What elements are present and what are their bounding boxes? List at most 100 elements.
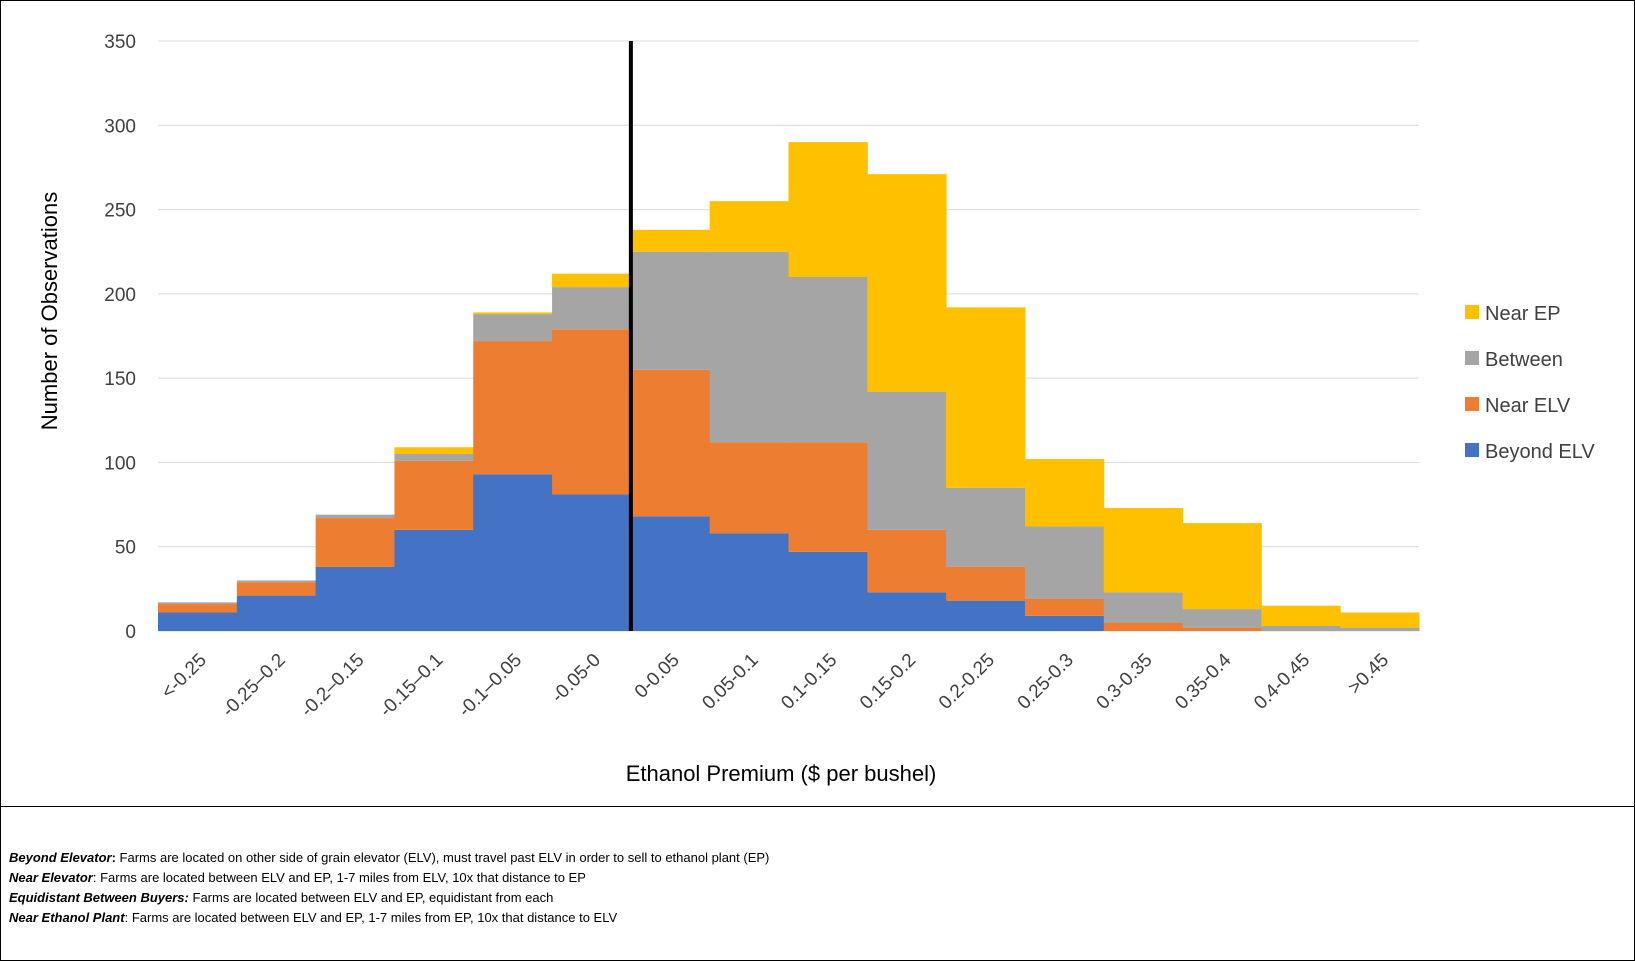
bar-segment-between bbox=[394, 454, 474, 461]
bar-segment-between bbox=[1182, 609, 1262, 628]
legend-swatch bbox=[1465, 443, 1479, 457]
note-separator: : bbox=[92, 870, 101, 885]
bar-segment-near-ep bbox=[1340, 612, 1420, 628]
bar-segment-near-ep bbox=[946, 307, 1026, 488]
y-tick-label: 150 bbox=[104, 369, 136, 390]
bar-segment-near-elv bbox=[1103, 622, 1184, 631]
x-tick-label: 0.1-0.15 bbox=[777, 650, 841, 714]
bar-segment-beyond-elv bbox=[394, 529, 474, 631]
bar-segment-beyond-elv bbox=[236, 595, 317, 631]
note-near-elevator: Near Elevator: Farms are located between… bbox=[9, 868, 769, 888]
y-axis-label: Number of Observations bbox=[37, 192, 62, 430]
bar-segment-near-ep bbox=[1182, 523, 1262, 610]
bar-segment-beyond-elv bbox=[158, 612, 238, 631]
bar-segment-near-elv bbox=[1024, 598, 1105, 616]
x-tick-label: -0.05-0 bbox=[548, 650, 605, 707]
bar-segment-between bbox=[1024, 526, 1105, 599]
x-tick-label: <-0.25 bbox=[158, 650, 211, 703]
x-tick-label: 0.2-0.25 bbox=[935, 650, 999, 714]
note-term: Beyond Elevator bbox=[9, 850, 112, 865]
bar-segment-beyond-elv bbox=[315, 566, 395, 631]
bar-segment-near-elv bbox=[867, 529, 947, 593]
bar-segment-beyond-elv bbox=[788, 551, 868, 631]
x-tick-label: 0.4-0.45 bbox=[1250, 650, 1314, 714]
chart-area: 0 50 100 150 200 250 300 350 <-0.25 -0.25–0.2 -0.… bbox=[1, 1, 1634, 807]
note-beyond-elevator: Beyond Elevator: Farms are located on ot… bbox=[9, 848, 769, 868]
bar-segment-near-ep bbox=[1024, 459, 1105, 527]
note-term: Near Elevator bbox=[9, 870, 93, 885]
note-separator: : bbox=[184, 890, 193, 905]
bar-segment-near-ep bbox=[630, 229, 711, 252]
y-tick-label: 0 bbox=[125, 622, 136, 643]
bars bbox=[158, 142, 1420, 631]
y-tick-label: 250 bbox=[104, 201, 136, 222]
legend-swatch bbox=[1465, 351, 1479, 365]
bar-segment-near-ep bbox=[552, 273, 632, 288]
x-tick-label: 0.05-0.1 bbox=[698, 650, 762, 714]
note-text: Farms are located on other side of grain… bbox=[119, 850, 770, 865]
x-tick-label: 0-0.05 bbox=[631, 650, 684, 703]
bar-segment-between bbox=[709, 251, 789, 443]
legend-label: Between bbox=[1485, 349, 1563, 371]
bar-segment-between bbox=[158, 602, 238, 605]
bar-segment-between bbox=[1261, 625, 1341, 631]
bar-segment-near-elv bbox=[236, 582, 317, 596]
legend-swatch bbox=[1465, 305, 1479, 319]
definitions-notes: Beyond Elevator: Farms are located on ot… bbox=[9, 848, 769, 928]
bar-segment-beyond-elv bbox=[946, 600, 1026, 631]
bar-segment-between bbox=[630, 251, 711, 370]
bar-segment-near-elv bbox=[158, 604, 238, 613]
bar-segment-near-ep bbox=[1261, 605, 1341, 626]
x-tick-label: -0.1–0.05 bbox=[455, 650, 527, 722]
y-tick-label: 50 bbox=[115, 538, 136, 559]
bar-segment-near-ep bbox=[709, 201, 789, 252]
note-separator: : bbox=[124, 910, 132, 925]
bar-segment-beyond-elv bbox=[1024, 615, 1105, 631]
bar-segment-between bbox=[236, 580, 317, 583]
bar-segment-beyond-elv bbox=[867, 592, 947, 631]
legend-label: Near EP bbox=[1485, 303, 1561, 325]
bar-segment-near-elv bbox=[788, 442, 868, 552]
note-text: Farms are located between ELV and EP, 1-… bbox=[131, 910, 618, 925]
bar-segment-near-ep bbox=[788, 142, 868, 277]
bar-segment-between bbox=[867, 391, 947, 530]
bar-segment-near-elv bbox=[946, 566, 1026, 601]
y-tick-label: 100 bbox=[104, 453, 136, 474]
x-tick-label: -0.25–0.2 bbox=[218, 650, 290, 722]
bar-segment-beyond-elv bbox=[552, 494, 632, 631]
bar-segment-near-elv bbox=[394, 460, 474, 530]
x-tick-label: -0.2–0.15 bbox=[297, 650, 369, 722]
bar-segment-beyond-elv bbox=[630, 516, 711, 631]
x-tick-label: 0.25-0.3 bbox=[1014, 650, 1078, 714]
x-tick-labels: <-0.25 -0.25–0.2 -0.2–0.15 -0.15–0.1 -0.1–0.… bbox=[158, 649, 1394, 721]
bar-segment-near-elv bbox=[1182, 627, 1262, 631]
note-text: Farms are located between ELV and EP, 1-… bbox=[100, 870, 586, 885]
bar-segment-near-elv bbox=[315, 518, 395, 567]
bar-segment-between bbox=[473, 314, 553, 342]
bar-segment-beyond-elv bbox=[709, 533, 789, 631]
note-separator: : bbox=[111, 850, 120, 865]
note-term: Equidistant Between Buyers bbox=[9, 890, 185, 905]
legend-swatch bbox=[1465, 397, 1479, 411]
bar-segment-near-elv bbox=[630, 369, 711, 517]
x-tick-label: 0.3-0.35 bbox=[1093, 650, 1157, 714]
y-tick-label: 300 bbox=[104, 116, 136, 137]
note-text: Farms are located between ELV and EP, eq… bbox=[192, 890, 554, 905]
bar-segment-near-ep bbox=[867, 174, 947, 392]
y-tick-labels: 0 50 100 150 200 250 300 350 bbox=[104, 32, 136, 643]
legend: Near EP Between Near ELV Beyond ELV bbox=[1465, 303, 1595, 463]
bar-segment-between bbox=[946, 487, 1026, 567]
legend-label: Beyond ELV bbox=[1485, 441, 1595, 463]
legend-label: Near ELV bbox=[1485, 395, 1571, 417]
bar-segment-near-ep bbox=[394, 447, 474, 454]
x-tick-label: -0.15–0.1 bbox=[376, 650, 448, 722]
note-equidistant-between-buyers: Equidistant Between Buyers: Farms are lo… bbox=[9, 888, 769, 908]
bar-segment-between bbox=[788, 277, 868, 443]
x-tick-label: >0.45 bbox=[1344, 650, 1393, 699]
bar-segment-between bbox=[552, 287, 632, 330]
bar-segment-between bbox=[315, 514, 395, 519]
x-tick-label: 0.35-0.4 bbox=[1171, 649, 1235, 713]
y-tick-label: 350 bbox=[104, 32, 136, 53]
